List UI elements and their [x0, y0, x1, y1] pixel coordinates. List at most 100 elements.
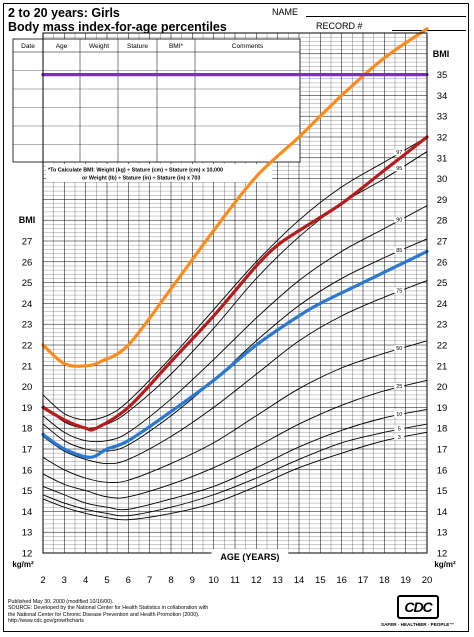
percentile-label-bg	[394, 287, 405, 294]
x-tick-label: 19	[400, 575, 411, 586]
y-tick-label-right: 21	[437, 361, 448, 372]
x-tick-label: 13	[272, 575, 283, 586]
x-tick-label: 14	[294, 575, 305, 586]
footer-published: Published May 30, 2000 (modified 10/16/0…	[8, 599, 114, 605]
y-tick-label-right: 19	[437, 403, 448, 414]
table-column-header: Date	[21, 43, 35, 50]
cdc-tagline: SAFER · HEALTHIER · PEOPLE™	[381, 622, 454, 627]
y-tick-label-left: 24	[22, 299, 33, 310]
percentile-curve-5	[42, 423, 428, 517]
y-tick-label-right: 22	[437, 341, 448, 352]
percentile-label-bg	[394, 165, 405, 172]
percentile-curve-90	[42, 205, 428, 443]
x-tick-label: 16	[336, 575, 347, 586]
y-tick-label-right: 26	[437, 257, 448, 268]
x-tick-label: 5	[104, 575, 109, 586]
formula-line1: *To Calculate BMI: Weight (kg) ÷ Stature…	[48, 168, 223, 174]
y-tick-label-right: 33	[437, 112, 448, 123]
x-tick-label: 10	[208, 575, 219, 586]
footer-source-cont: the National Center for Chronic Disease …	[8, 611, 200, 618]
y-tick-label-left: 12	[22, 549, 33, 560]
x-axis-label-bg	[211, 549, 289, 563]
percentile-label-bg	[394, 216, 405, 223]
highlight-series	[41, 27, 429, 459]
y-tick-label-right: 17	[437, 445, 448, 456]
x-tick-label: 11	[230, 575, 240, 586]
table-column-header: Stature	[127, 43, 148, 50]
record-input-line[interactable]	[392, 30, 466, 31]
percentile-label-bg	[394, 344, 405, 351]
percentile-label-bg	[394, 383, 405, 390]
chart-title-line1: 2 to 20 years: Girls	[8, 6, 120, 20]
series-line-blue	[41, 249, 429, 459]
series-line-orange	[41, 27, 429, 368]
y-tick-label-left: 26	[22, 257, 33, 268]
y-tick-label-left: 14	[22, 507, 33, 518]
percentile-label-25: 25	[396, 384, 402, 390]
unit-label-left: kg/m²	[12, 560, 34, 569]
y-tick-label-left: 16	[22, 465, 33, 476]
x-tick-label: 3	[62, 575, 67, 586]
y-tick-label-right: 23	[437, 320, 448, 331]
x-tick-label: 12	[251, 575, 262, 586]
percentile-label-95: 95	[396, 166, 402, 172]
y-tick-label-right: 30	[437, 174, 448, 185]
y-tick-label-right: 29	[437, 195, 448, 206]
percentile-label-bg	[394, 149, 405, 156]
y-tick-label-right: 20	[437, 382, 448, 393]
y-tick-label-right: 25	[437, 278, 448, 289]
formula-box	[46, 164, 272, 182]
percentile-curve-50	[42, 340, 428, 484]
y-tick-label-left: 21	[22, 361, 33, 372]
footer-url[interactable]: http://www.cdc.gov/growthcharts	[8, 618, 84, 625]
x-tick-label: 4	[83, 575, 88, 586]
y-tick-label-left: 15	[22, 486, 33, 497]
y-tick-label-right: 14	[437, 507, 448, 518]
y-tick-label-left: 27	[22, 237, 33, 248]
x-tick-label: 18	[379, 575, 390, 586]
y-tick-label-right: 35	[437, 70, 448, 81]
table-column-header: Comments	[232, 43, 264, 50]
y-tick-label-right: 15	[437, 486, 448, 497]
footer-source: SOURCE: Developed by the National Center…	[8, 605, 209, 612]
y-tick-label-right: 32	[437, 133, 448, 144]
percentile-curve-25	[42, 379, 428, 499]
percentile-label-50: 50	[396, 346, 402, 352]
percentile-curve-3	[42, 431, 428, 521]
record-label: RECORD #	[316, 21, 363, 31]
percentile-label-bg	[394, 247, 405, 254]
percentile-label-bg	[394, 410, 405, 417]
x-tick-label: 17	[358, 575, 369, 586]
y-tick-label-left: 17	[22, 445, 33, 456]
y-tick-label-left: 22	[22, 341, 33, 352]
y-tick-label-right: 34	[437, 91, 448, 102]
percentile-label-5: 5	[398, 426, 401, 432]
y-tick-label-left: 25	[22, 278, 33, 289]
percentile-label-97: 97	[396, 150, 402, 156]
y-tick-label-left: 20	[22, 382, 33, 393]
y-tick-label-right: 18	[437, 424, 448, 435]
formula-line2: or Weight (lb) ÷ Stature (in) ÷ Stature …	[82, 176, 200, 182]
x-tick-label: 8	[168, 575, 173, 586]
percentile-curve-75	[42, 280, 428, 465]
y-tick-label-right: 24	[437, 299, 448, 310]
y-axis-label-mid: BMI	[19, 215, 36, 225]
name-input-line[interactable]	[306, 16, 466, 17]
y-tick-label-right: 12	[437, 549, 448, 560]
table-column-header: Age	[56, 43, 68, 50]
y-tick-label-right: 31	[437, 153, 448, 164]
percentile-label-bg	[394, 425, 405, 432]
y-tick-label-left: 19	[22, 403, 33, 414]
x-tick-label: 2	[40, 575, 45, 586]
percentile-curve-85	[42, 238, 428, 452]
x-tick-label: 7	[147, 575, 152, 586]
percentile-curve-10	[42, 409, 428, 511]
percentile-label-90: 90	[396, 218, 402, 224]
x-tick-label: 9	[190, 575, 195, 586]
y-tick-label-right: 28	[437, 216, 448, 227]
percentile-label-75: 75	[396, 288, 402, 294]
chart-title-line2: Body mass index-for-age percentiles	[8, 20, 227, 34]
y-tick-label-right: 16	[437, 465, 448, 476]
percentile-label-85: 85	[396, 248, 402, 254]
